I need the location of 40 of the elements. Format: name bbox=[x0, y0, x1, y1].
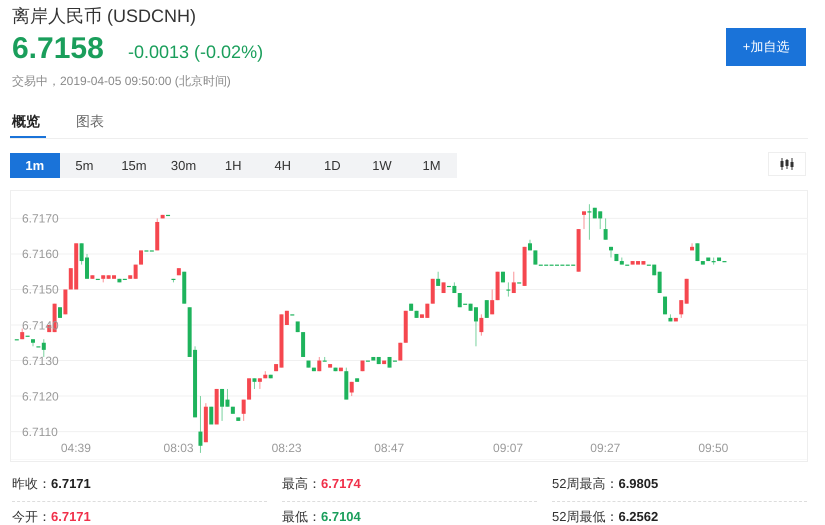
text: 5m bbox=[74, 157, 94, 175]
y-tick-label: 6.7160 bbox=[22, 247, 60, 262]
chart-subtitle: 6.7158 bbox=[12, 32, 104, 66]
x-tick-label: 08:47 bbox=[374, 441, 405, 455]
y-tick-label: 6.7120 bbox=[22, 389, 60, 404]
chart-title: 离岸人民币 (USDCNH) bbox=[12, 5, 196, 28]
candlestick bbox=[663, 296, 668, 315]
candlestick bbox=[500, 271, 505, 283]
candlestick bbox=[209, 406, 214, 425]
text: 最高：6.7174 bbox=[282, 476, 361, 491]
text: 1M bbox=[422, 157, 442, 175]
text: 30m bbox=[170, 157, 198, 175]
y-tick-label: 6.7110 bbox=[22, 424, 58, 439]
text: 1H bbox=[224, 157, 242, 175]
candlestick bbox=[58, 306, 62, 318]
text: 52周最高：6.9805 bbox=[552, 476, 658, 491]
text: 概览 bbox=[12, 113, 40, 131]
x-tick-label: 09:50 bbox=[698, 441, 729, 455]
text: 昨收：6.7171 bbox=[12, 476, 91, 491]
x-tick-label: 09:27 bbox=[590, 441, 621, 455]
candlestick bbox=[484, 300, 489, 318]
text: 最低：6.7104 bbox=[282, 509, 361, 524]
text: 今开：6.7171 bbox=[12, 509, 91, 524]
x-tick-label: 04:39 bbox=[60, 441, 92, 455]
y-tick-label: 6.7150 bbox=[22, 282, 60, 297]
text: 1m bbox=[10, 153, 60, 178]
y-tick-label: 6.7170 bbox=[22, 212, 60, 226]
text: -0.0013 (-0.02%) bbox=[128, 42, 264, 63]
text: +加自选 bbox=[726, 28, 806, 66]
text: 15m bbox=[120, 157, 148, 175]
text: 4H bbox=[273, 157, 292, 175]
text: 52周最低：6.2562 bbox=[552, 509, 658, 524]
text: 1D bbox=[323, 157, 342, 175]
x-tick-label: 08:23 bbox=[272, 441, 302, 455]
text: 1W bbox=[371, 157, 393, 175]
text: 交易中，2019-04-05 09:50:00 (北京时间) bbox=[12, 73, 231, 90]
text: 图表 bbox=[76, 113, 104, 131]
x-tick-label: 09:07 bbox=[493, 441, 524, 455]
x-tick-label: 08:03 bbox=[164, 441, 194, 455]
y-tick-label: 6.7130 bbox=[22, 354, 60, 368]
